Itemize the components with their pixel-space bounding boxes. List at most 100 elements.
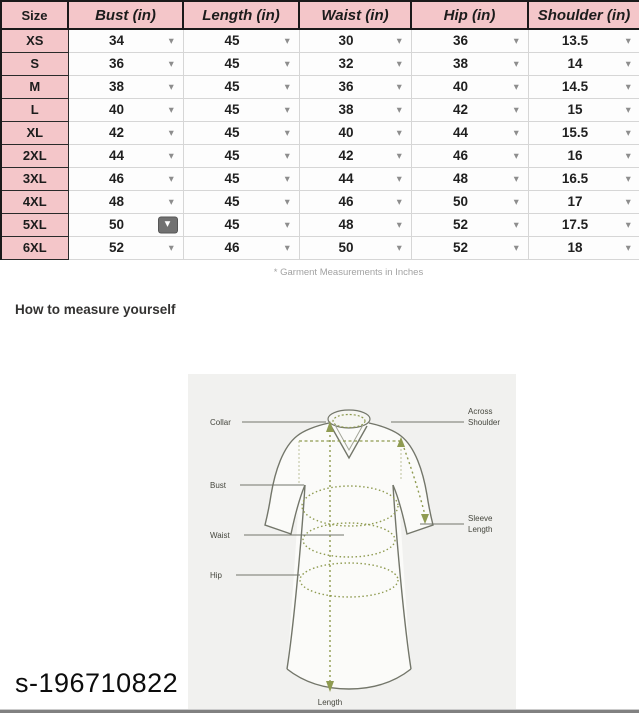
waist-value-cell[interactable]: 40 ▾ [298, 120, 412, 145]
shoulder-value-cell[interactable]: 14.5 ▾ [527, 74, 639, 99]
bust-value-cell[interactable]: 50 ▾ [67, 212, 184, 237]
dropdown-arrow-icon[interactable]: ▾ [396, 150, 402, 160]
dropdown-arrow-icon[interactable]: ▾ [284, 242, 290, 252]
hip-value-cell[interactable]: 50 ▾ [410, 189, 529, 214]
dropdown-arrow-icon[interactable]: ▾ [625, 104, 631, 114]
dropdown-arrow-icon[interactable]: ▾ [625, 196, 631, 206]
dropdown-arrow-icon[interactable]: ▾ [168, 104, 174, 114]
dropdown-arrow-icon[interactable]: ▾ [284, 58, 290, 68]
hip-value-cell[interactable]: 38 ▾ [410, 51, 529, 76]
waist-value-cell[interactable]: 30 ▾ [298, 28, 412, 53]
length-value-cell[interactable]: 45 ▾ [182, 28, 300, 53]
dropdown-arrow-icon[interactable]: ▾ [284, 173, 290, 183]
dropdown-arrow-icon[interactable]: ▾ [284, 196, 290, 206]
waist-value-cell[interactable]: 48 ▾ [298, 212, 412, 237]
dropdown-arrow-icon[interactable]: ▾ [168, 196, 174, 206]
dropdown-arrow-icon[interactable]: ▾ [513, 58, 519, 68]
dropdown-arrow-icon[interactable]: ▾ [513, 242, 519, 252]
shoulder-value-cell[interactable]: 15.5 ▾ [527, 120, 639, 145]
hip-value-cell[interactable]: 46 ▾ [410, 143, 529, 168]
bust-value-cell[interactable]: 34 ▾ [67, 28, 184, 53]
hip-value-cell[interactable]: 40 ▾ [410, 74, 529, 99]
hip-value-cell[interactable]: 52 ▾ [410, 212, 529, 237]
waist-value-cell[interactable]: 46 ▾ [298, 189, 412, 214]
length-value-cell[interactable]: 45 ▾ [182, 97, 300, 122]
waist-value-cell[interactable]: 38 ▾ [298, 97, 412, 122]
dropdown-arrow-icon[interactable]: ▾ [625, 173, 631, 183]
dropdown-arrow-icon[interactable]: ▾ [513, 196, 519, 206]
dropdown-arrow-icon[interactable]: ▾ [396, 104, 402, 114]
waist-value-cell[interactable]: 36 ▾ [298, 74, 412, 99]
dropdown-arrow-icon[interactable]: ▾ [284, 81, 290, 91]
hip-value-cell[interactable]: 42 ▾ [410, 97, 529, 122]
waist-value-cell[interactable]: 32 ▾ [298, 51, 412, 76]
hip-value-cell[interactable]: 44 ▾ [410, 120, 529, 145]
shoulder-value-cell[interactable]: 18 ▾ [527, 235, 639, 260]
waist-value-cell[interactable]: 44 ▾ [298, 166, 412, 191]
bust-value-cell[interactable]: 46 ▾ [67, 166, 184, 191]
dropdown-arrow-icon[interactable]: ▾ [284, 219, 290, 229]
dropdown-arrow-icon[interactable]: ▾ [396, 127, 402, 137]
shoulder-value-cell[interactable]: 15 ▾ [527, 97, 639, 122]
dropdown-arrow-icon[interactable]: ▾ [168, 150, 174, 160]
dropdown-arrow-icon[interactable]: ▾ [158, 217, 177, 232]
length-value-cell[interactable]: 46 ▾ [182, 235, 300, 260]
dropdown-arrow-icon[interactable]: ▾ [284, 150, 290, 160]
length-value-cell[interactable]: 45 ▾ [182, 74, 300, 99]
dropdown-arrow-icon[interactable]: ▾ [396, 219, 402, 229]
dropdown-arrow-icon[interactable]: ▾ [396, 173, 402, 183]
hip-value-cell[interactable]: 48 ▾ [410, 166, 529, 191]
dropdown-arrow-icon[interactable]: ▾ [513, 104, 519, 114]
dropdown-arrow-icon[interactable]: ▾ [625, 81, 631, 91]
hip-value-cell[interactable]: 52 ▾ [410, 235, 529, 260]
waist-value-cell[interactable]: 50 ▾ [298, 235, 412, 260]
length-value-cell[interactable]: 45 ▾ [182, 166, 300, 191]
dropdown-arrow-icon[interactable]: ▾ [284, 127, 290, 137]
shoulder-value-cell[interactable]: 16.5 ▾ [527, 166, 639, 191]
dropdown-arrow-icon[interactable]: ▾ [284, 104, 290, 114]
bust-value-cell[interactable]: 38 ▾ [67, 74, 184, 99]
shoulder-value-cell[interactable]: 17.5 ▾ [527, 212, 639, 237]
dropdown-arrow-icon[interactable]: ▾ [513, 219, 519, 229]
dropdown-arrow-icon[interactable]: ▾ [168, 242, 174, 252]
dropdown-arrow-icon[interactable]: ▾ [168, 58, 174, 68]
bust-value-cell[interactable]: 42 ▾ [67, 120, 184, 145]
bust-value-cell[interactable]: 52 ▾ [67, 235, 184, 260]
dropdown-arrow-icon[interactable]: ▾ [625, 150, 631, 160]
dropdown-arrow-icon[interactable]: ▾ [284, 35, 290, 46]
shoulder-value-cell[interactable]: 13.5 ▾ [527, 28, 639, 53]
shoulder-value-cell[interactable]: 14 ▾ [527, 51, 639, 76]
shoulder-value-cell[interactable]: 16 ▾ [527, 143, 639, 168]
dropdown-arrow-icon[interactable]: ▾ [625, 58, 631, 68]
length-value-cell[interactable]: 45 ▾ [182, 120, 300, 145]
dropdown-arrow-icon[interactable]: ▾ [168, 81, 174, 91]
length-value-cell[interactable]: 45 ▾ [182, 51, 300, 76]
dropdown-arrow-icon[interactable]: ▾ [168, 127, 174, 137]
length-value-cell[interactable]: 45 ▾ [182, 143, 300, 168]
bust-value-cell[interactable]: 40 ▾ [67, 97, 184, 122]
hip-value-cell[interactable]: 36 ▾ [410, 28, 529, 53]
dropdown-arrow-icon[interactable]: ▾ [513, 150, 519, 160]
dropdown-arrow-icon[interactable]: ▾ [513, 127, 519, 137]
bust-value-cell[interactable]: 48 ▾ [67, 189, 184, 214]
dropdown-arrow-icon[interactable]: ▾ [396, 58, 402, 68]
shoulder-value-cell[interactable]: 17 ▾ [527, 189, 639, 214]
dropdown-arrow-icon[interactable]: ▾ [168, 35, 174, 46]
dropdown-arrow-icon[interactable]: ▾ [396, 196, 402, 206]
bust-value-cell[interactable]: 44 ▾ [67, 143, 184, 168]
dropdown-arrow-icon[interactable]: ▾ [396, 81, 402, 91]
dropdown-arrow-icon[interactable]: ▾ [513, 173, 519, 183]
dropdown-arrow-icon[interactable]: ▾ [168, 173, 174, 183]
dropdown-arrow-icon[interactable]: ▾ [396, 35, 402, 46]
length-value-cell[interactable]: 45 ▾ [182, 212, 300, 237]
dropdown-arrow-icon[interactable]: ▾ [396, 242, 402, 252]
dropdown-arrow-icon[interactable]: ▾ [625, 127, 631, 137]
dropdown-arrow-icon[interactable]: ▾ [625, 219, 631, 229]
bust-value-cell[interactable]: 36 ▾ [67, 51, 184, 76]
dropdown-arrow-icon[interactable]: ▾ [625, 35, 631, 46]
dropdown-arrow-icon[interactable]: ▾ [513, 35, 519, 46]
dropdown-arrow-icon[interactable]: ▾ [625, 242, 631, 252]
length-value-cell[interactable]: 45 ▾ [182, 189, 300, 214]
waist-value-cell[interactable]: 42 ▾ [298, 143, 412, 168]
dropdown-arrow-icon[interactable]: ▾ [513, 81, 519, 91]
